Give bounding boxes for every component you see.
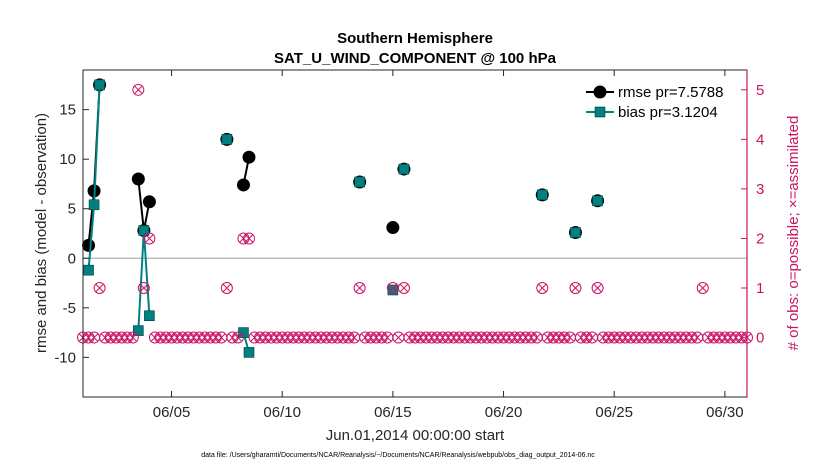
bias-point <box>570 227 581 238</box>
legend: rmse pr=7.5788 bias pr=3.1204 <box>583 78 740 124</box>
y2-tick-label: 1 <box>756 280 764 297</box>
obs-count-marker <box>696 282 709 294</box>
obs-count-marker <box>137 282 150 294</box>
x-tick-label: 06/05 <box>153 404 191 421</box>
x-axis-label: Jun.01,2014 00:00:00 start <box>326 427 505 444</box>
bias-point <box>354 176 365 188</box>
obs-count-marker <box>220 282 233 294</box>
bias-point <box>144 310 155 322</box>
obs-count-marker <box>215 331 228 344</box>
legend-bias-label: bias pr=3.1204 <box>618 104 718 121</box>
x-tick-label: 06/30 <box>706 404 744 421</box>
rmse-point <box>131 172 145 186</box>
obs-count-marker <box>243 232 255 245</box>
obs-count-marker <box>591 282 604 294</box>
bias-point <box>398 163 410 175</box>
obs-count-marker <box>569 282 582 294</box>
y-tick-label: -10 <box>54 349 76 366</box>
x-tick-label: 06/15 <box>374 404 412 421</box>
axis-layer: 06/05 06/10 06/15 06/20 06/25 06/30-10-505101… <box>54 70 764 421</box>
obs-count-marker <box>93 282 106 294</box>
y-tick-label: -5 <box>63 300 76 317</box>
y-tick-label: 10 <box>59 151 76 168</box>
obs-count-layer <box>77 83 753 344</box>
x-tick-label: 06/10 <box>263 404 301 421</box>
chart-subtitle: SAT_U_WIND_COMPONENT @ 100 hPa <box>274 50 557 67</box>
obs-count-marker <box>348 331 361 344</box>
rmse-point <box>386 221 400 235</box>
y2-tick-label: 5 <box>756 82 764 99</box>
obs-count-marker <box>353 282 366 294</box>
y2-tick-label: 3 <box>756 181 764 198</box>
obs-count-marker <box>88 331 101 344</box>
y2-tick-label: 4 <box>756 131 764 148</box>
rmse-point <box>142 195 156 209</box>
obs-count-marker <box>392 331 405 344</box>
bias-point <box>592 195 603 207</box>
obs-count-marker <box>143 232 156 245</box>
obs-count-marker <box>530 331 543 344</box>
y-tick-label: 0 <box>68 250 76 267</box>
bias-point <box>243 347 255 358</box>
legend-bias-marker <box>594 106 606 118</box>
obs-count-marker <box>381 331 394 344</box>
obs-count-marker <box>126 331 139 344</box>
obs-count-marker <box>586 331 599 344</box>
y2-tick-label: 2 <box>756 230 764 247</box>
y-axis-label: rmse and bias (model - observation) <box>33 113 50 353</box>
rmse-point <box>236 178 250 192</box>
y2-tick-label: 0 <box>756 330 764 347</box>
obs-count-marker <box>536 282 549 294</box>
y-tick-label: 5 <box>68 201 76 218</box>
legend-rmse-marker <box>593 85 607 99</box>
bias-point <box>133 325 144 336</box>
bias-point <box>88 199 100 211</box>
series-layer <box>82 78 710 358</box>
footer-data-file: data file: /Users/gharamti/Documents/NCA… <box>201 452 595 459</box>
obs-count-marker <box>132 83 145 96</box>
x-tick-label: 06/20 <box>485 404 523 421</box>
chart-title: Southern Hemisphere <box>337 30 493 47</box>
legend-rmse-label: rmse pr=7.5788 <box>618 84 723 101</box>
y2-axis-label: # of obs: o=possible; ×=assimilated <box>785 116 802 351</box>
obs-count-marker <box>691 331 704 344</box>
rmse-point <box>242 150 256 164</box>
obs-count-marker <box>231 331 244 344</box>
rmse-point <box>82 238 96 252</box>
bias-point <box>221 134 233 145</box>
x-tick-label: 06/25 <box>595 404 633 421</box>
y-tick-label: 15 <box>59 102 76 119</box>
bias-point <box>138 225 150 236</box>
bias-point <box>94 79 105 91</box>
bias-point <box>83 264 94 276</box>
bias-point <box>536 189 548 201</box>
obs-count-marker <box>397 282 410 294</box>
obs-count-marker <box>563 331 576 344</box>
legend-box <box>583 78 740 124</box>
